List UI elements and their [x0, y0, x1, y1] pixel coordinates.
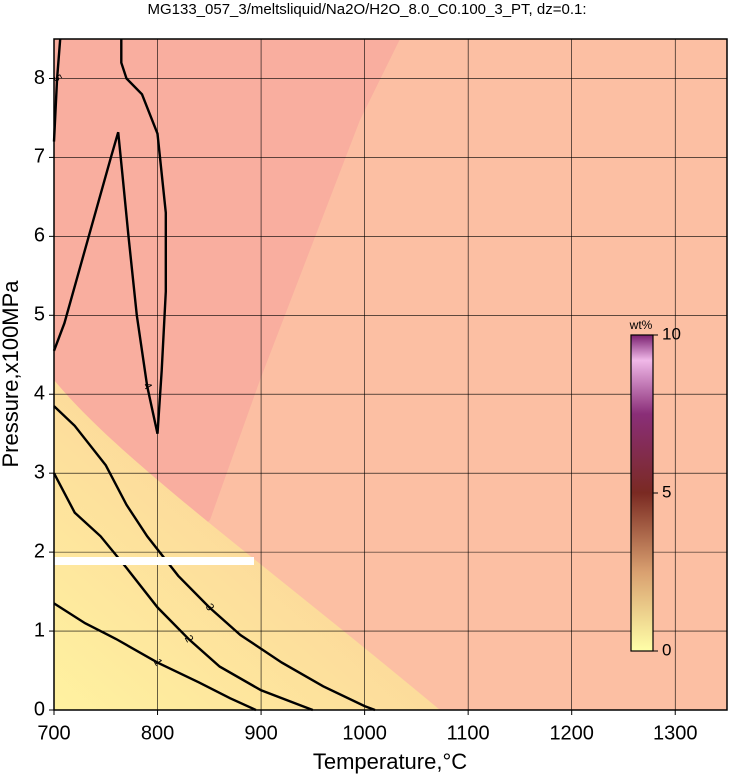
y-tick-label: 2 — [34, 540, 45, 562]
y-tick-label: 1 — [34, 619, 45, 641]
region-high — [54, 39, 400, 600]
contour-line — [52, 39, 167, 434]
x-tick-label: 1000 — [342, 722, 387, 744]
colorbar-tick-label: 0 — [662, 640, 671, 659]
colorbar-tick-label: 5 — [662, 482, 671, 501]
region-low — [54, 380, 440, 710]
y-tick-label: 3 — [34, 461, 45, 483]
y-tick-label: 6 — [34, 225, 45, 247]
y-tick-label: 7 — [34, 146, 45, 168]
x-tick-label: 700 — [37, 722, 70, 744]
x-tick-label: 800 — [141, 722, 174, 744]
x-tick-label: 1300 — [653, 722, 698, 744]
frame — [53, 38, 728, 711]
colorbar-tick-label: 10 — [662, 324, 681, 343]
contour-label: 2 — [182, 633, 195, 644]
y-tick-label: 5 — [34, 304, 45, 326]
chart-title: MG133_057_3/meltsliquid/Na2O/H2O_8.0_C0.… — [147, 1, 586, 18]
colorbar — [630, 334, 654, 652]
contour-line — [53, 405, 376, 712]
y-tick-label: 8 — [34, 67, 45, 89]
colorbar-label: wt% — [629, 318, 653, 332]
y-tick-label: 4 — [34, 383, 45, 405]
contour-line — [53, 602, 257, 712]
y-axis-label: Pressure,x100MPa — [0, 280, 23, 468]
contour-line — [52, 472, 314, 712]
contour-label: 1 — [151, 657, 164, 668]
contour-label: 5 — [50, 73, 63, 84]
contour-label: 3 — [203, 602, 216, 613]
y-tick-label: 0 — [34, 698, 45, 720]
x-tick-label: 1100 — [447, 722, 490, 744]
x-tick-label: 1200 — [549, 722, 594, 744]
plot-area: 1 2 3 4 5 — [50, 38, 728, 712]
x-tick-label: 900 — [244, 722, 277, 744]
contour-label: 4 — [141, 381, 154, 392]
x-axis-label: Temperature,°C — [313, 749, 467, 774]
overlay-band — [54, 557, 254, 565]
contour-line — [52, 38, 62, 142]
